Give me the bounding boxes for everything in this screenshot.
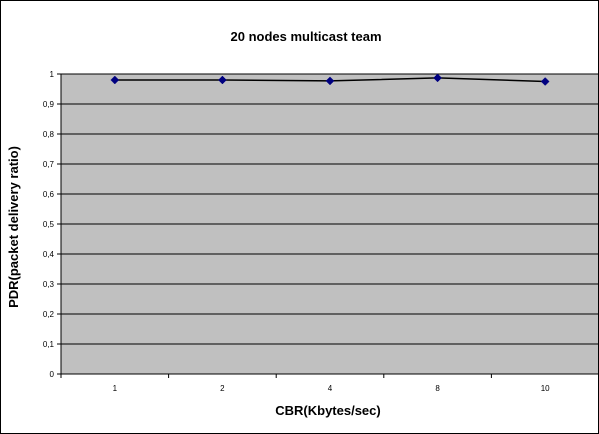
y-tick-label: 0,3 xyxy=(43,280,55,289)
data-point xyxy=(433,73,442,83)
x-tick-label: 2 xyxy=(220,384,225,393)
series-layer xyxy=(110,73,550,86)
y-axis-label: PDR(packet delivery ratio) xyxy=(6,146,21,308)
x-axis-label: CBR(Kbytes/sec) xyxy=(275,403,380,418)
y-tick-label: 0,6 xyxy=(43,190,55,199)
data-point xyxy=(218,75,227,85)
y-tick-label: 0,1 xyxy=(43,340,55,349)
x-tick-label: 4 xyxy=(328,384,333,393)
y-tick-label: 0,7 xyxy=(43,160,55,169)
y-tick-label: 0,4 xyxy=(43,250,55,259)
x-tick-label: 8 xyxy=(435,384,440,393)
y-tick-label: 0 xyxy=(50,370,55,379)
x-tick-label: 10 xyxy=(541,384,550,393)
y-tick-label: 0,9 xyxy=(43,100,55,109)
y-tick-label: 0,5 xyxy=(43,220,55,229)
data-point xyxy=(325,76,335,86)
y-tick-label: 0,8 xyxy=(43,130,55,139)
grid-lines xyxy=(61,73,598,345)
x-axis-ticks: 1 2 4 8 10 xyxy=(60,374,550,393)
data-point xyxy=(110,75,120,85)
y-tick-label: 1 xyxy=(50,70,55,79)
y-axis-ticks: 0 0,1 0,2 0,3 0,4 0,5 0,6 0,7 0,8 0,9 1 xyxy=(43,70,61,379)
x-tick-label: 1 xyxy=(113,384,118,393)
data-point xyxy=(540,77,550,86)
chart-title: 20 nodes multicast team xyxy=(231,29,382,44)
y-tick-label: 0,2 xyxy=(43,310,55,319)
